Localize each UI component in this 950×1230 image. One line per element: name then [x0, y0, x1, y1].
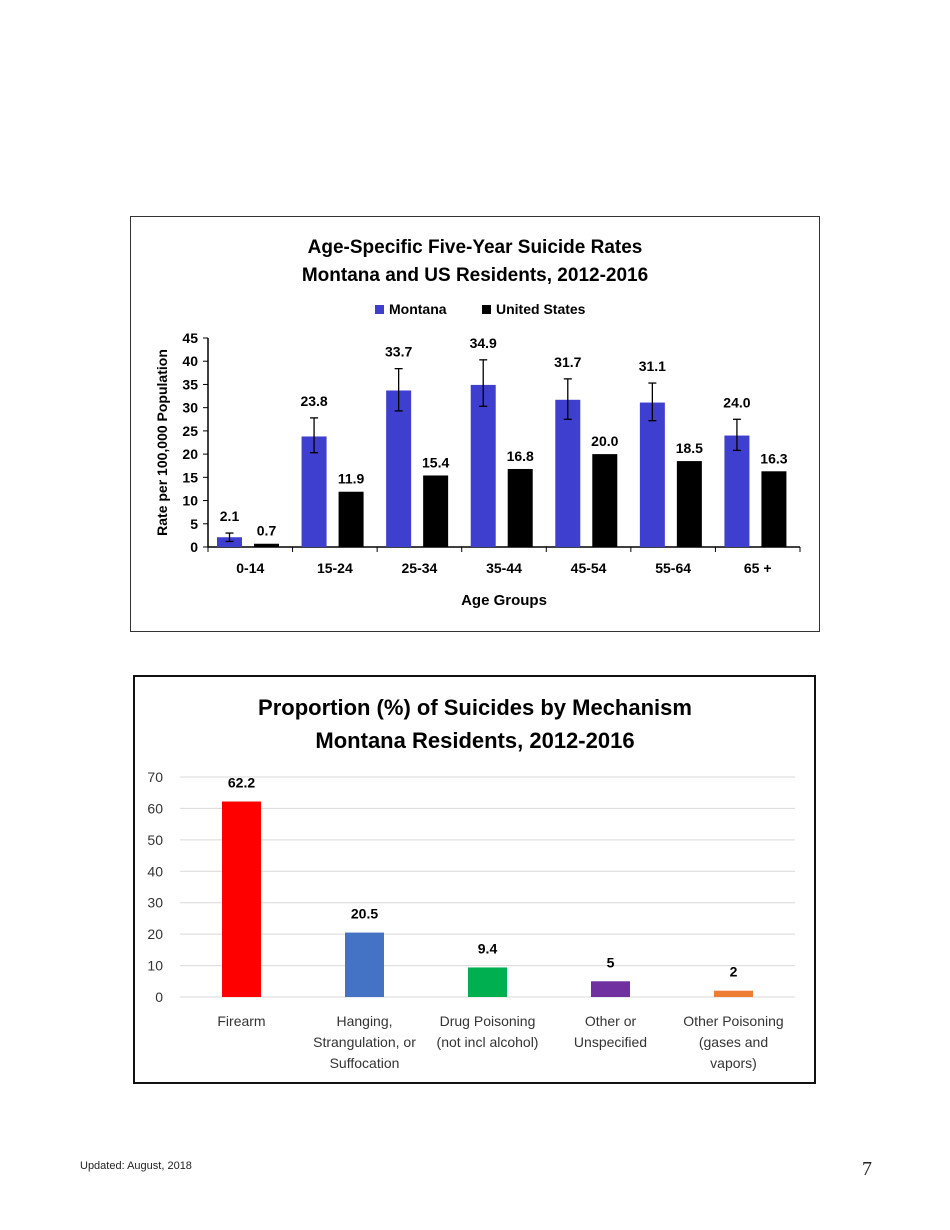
- data-label: 5: [607, 954, 615, 970]
- footer-updated-date: Updated: August, 2018: [80, 1160, 192, 1172]
- data-label: 16.8: [507, 448, 534, 464]
- bar-montana: [386, 390, 412, 547]
- bar-united-states: [507, 468, 533, 547]
- bar-united-states: [761, 471, 787, 547]
- x-category-label: (not incl alcohol): [437, 1034, 539, 1050]
- x-category-label: 55-64: [655, 560, 691, 576]
- bar-united-states: [254, 543, 279, 547]
- bar-mechanism: [468, 967, 507, 997]
- bar-united-states: [676, 461, 702, 547]
- data-label: 31.1: [639, 358, 666, 374]
- data-label: 31.7: [554, 354, 581, 370]
- data-label: 34.9: [470, 335, 497, 351]
- legend-label: United States: [496, 301, 586, 317]
- y-tick-label: 40: [147, 863, 163, 879]
- x-category-label: Strangulation, or: [313, 1034, 416, 1050]
- bar-montana: [301, 436, 327, 547]
- x-category-label: Drug Poisoning: [440, 1013, 536, 1029]
- chart-title: Age-Specific Five-Year Suicide Rates: [308, 237, 643, 258]
- data-label: 15.4: [422, 454, 449, 470]
- legend-swatch-montana: [375, 305, 384, 314]
- data-label: 20.5: [351, 906, 378, 922]
- x-category-label: Firearm: [217, 1013, 265, 1029]
- data-label: 62.2: [228, 775, 255, 791]
- x-category-label: 45-54: [571, 560, 607, 576]
- bar-montana: [724, 435, 750, 547]
- bar-mechanism: [591, 981, 630, 997]
- bar-montana: [470, 384, 496, 547]
- bar-montana: [639, 402, 665, 547]
- y-tick-label: 50: [147, 832, 163, 848]
- bar-mechanism: [714, 990, 753, 997]
- bar-united-states: [592, 454, 618, 547]
- data-label: 20.0: [591, 433, 618, 449]
- x-category-label: Hanging,: [336, 1013, 392, 1029]
- x-category-label: Unspecified: [574, 1034, 647, 1050]
- x-category-label: vapors): [710, 1055, 757, 1071]
- y-tick-label: 40: [182, 353, 198, 369]
- data-label: 23.8: [300, 393, 327, 409]
- bar-united-states: [423, 475, 449, 547]
- x-category-label: 15-24: [317, 560, 353, 576]
- y-tick-label: 30: [182, 400, 198, 416]
- y-tick-label: 15: [182, 469, 198, 485]
- data-label: 9.4: [478, 940, 498, 956]
- x-category-label: 35-44: [486, 560, 522, 576]
- x-category-label: 65 +: [744, 560, 772, 576]
- y-tick-label: 60: [147, 800, 163, 816]
- x-category-label: 0-14: [236, 560, 264, 576]
- y-tick-label: 0: [190, 539, 198, 555]
- y-tick-label: 0: [155, 989, 163, 1005]
- chart2-canvas: Proportion (%) of Suicides by Mechanism M…: [147, 695, 795, 1071]
- x-category-label: (gases and: [699, 1034, 768, 1050]
- x-category-label: 25-34: [402, 560, 438, 576]
- data-label: 16.3: [760, 450, 787, 466]
- chart-title: Proportion (%) of Suicides by Mechanism: [258, 695, 692, 720]
- bar-montana: [217, 537, 242, 547]
- suicides-by-mechanism-chart: Proportion (%) of Suicides by Mechanism M…: [133, 675, 816, 1084]
- data-label: 2: [730, 964, 738, 980]
- y-tick-label: 45: [182, 330, 198, 346]
- bar-mechanism: [345, 932, 384, 997]
- y-tick-label: 20: [147, 926, 163, 942]
- y-tick-label: 10: [182, 493, 198, 509]
- data-label: 18.5: [676, 440, 703, 456]
- bar-united-states: [338, 491, 364, 547]
- data-label: 0.7: [257, 523, 277, 539]
- page-number: 7: [862, 1158, 872, 1180]
- bar-mechanism: [222, 801, 261, 997]
- data-label: 33.7: [385, 344, 412, 360]
- legend-label: Montana: [389, 301, 447, 317]
- chart-subtitle: Montana and US Residents, 2012-2016: [302, 265, 648, 286]
- y-tick-label: 70: [147, 769, 163, 785]
- data-label: 2.1: [220, 508, 240, 524]
- chart-subtitle: Montana Residents, 2012-2016: [315, 728, 634, 753]
- y-tick-label: 35: [182, 376, 198, 392]
- bar-montana: [555, 399, 581, 547]
- x-category-label: Other or: [585, 1013, 637, 1029]
- data-label: 11.9: [338, 471, 365, 487]
- y-axis-label: Rate per 100,000 Population: [154, 349, 170, 536]
- data-label: 24.0: [723, 394, 750, 410]
- x-category-label: Suffocation: [330, 1055, 400, 1071]
- y-tick-label: 5: [190, 516, 198, 532]
- chart1-canvas: Age-Specific Five-Year Suicide Rates Mont…: [154, 237, 801, 609]
- y-tick-label: 20: [182, 446, 198, 462]
- age-specific-suicide-rates-chart: Age-Specific Five-Year Suicide Rates Mont…: [130, 216, 820, 632]
- x-axis-label: Age Groups: [461, 592, 547, 609]
- y-tick-label: 10: [147, 958, 163, 974]
- legend-swatch-united-states: [482, 305, 491, 314]
- x-category-label: Other Poisoning: [683, 1013, 783, 1029]
- y-tick-label: 30: [147, 895, 163, 911]
- y-tick-label: 25: [182, 423, 198, 439]
